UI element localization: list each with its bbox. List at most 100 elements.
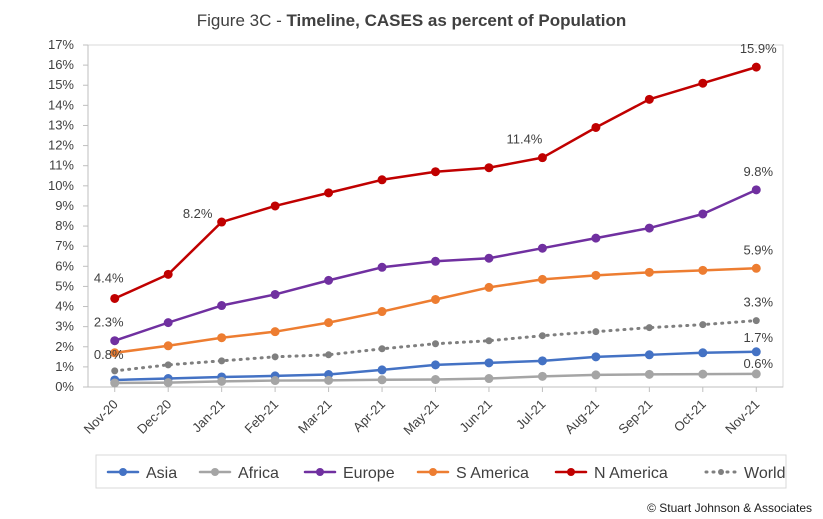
data-point [110,336,120,346]
data-point [698,78,708,88]
data-point [537,356,547,366]
data-point [751,263,761,273]
data-point [698,348,708,358]
data-point [324,275,334,285]
y-tick-label: 14% [48,97,74,112]
data-point [217,333,227,343]
data-point [644,223,654,233]
data-point [538,332,546,340]
legend-label: N America [594,465,668,482]
series-layer [110,62,761,388]
legend-item-europe: Europe [303,465,395,482]
data-point [163,269,173,279]
legend-label: Europe [343,465,395,482]
data-point [591,352,601,362]
data-point [591,233,601,243]
data-point [270,289,280,299]
y-tick-label: 17% [48,37,74,52]
data-point [377,365,387,375]
y-tick-label: 6% [55,258,74,273]
chart-title-prefix: Figure 3C - [197,11,287,30]
y-tick-label: 7% [55,238,74,253]
data-point [431,294,440,304]
legend-label: World [744,465,786,482]
data-point [484,282,494,292]
legend: Asia Africa Europe S America N America World [95,454,787,489]
legend-label: S America [456,465,529,482]
data-point [378,345,386,353]
data-point [164,361,172,369]
data-point [431,167,440,177]
series-n-america [110,62,761,303]
data-point [537,243,547,253]
y-tick-label: 0% [55,379,74,394]
data-label: 9.8% [743,164,773,179]
data-label: 0.8% [94,347,124,362]
data-point [592,328,600,336]
data-label: 0.6% [743,356,773,371]
data-point [644,369,654,379]
y-tick-label: 10% [48,178,74,193]
data-point [431,360,440,370]
data-label: 4.4% [94,270,124,285]
data-point [110,348,120,358]
data-point [271,353,279,361]
data-point [591,370,601,380]
data-point [270,376,280,386]
legend-label: Africa [238,465,279,482]
data-label: 1.7% [743,330,773,345]
data-point [698,209,708,219]
data-point [644,350,654,360]
data-label: 15.9% [740,41,777,56]
y-tick-label: 15% [48,77,74,92]
data-point [484,163,494,173]
legend-item-africa: Africa [198,465,279,482]
data-point [484,374,494,384]
data-point [270,201,280,211]
data-point [217,376,227,386]
data-point [163,378,173,388]
data-point [377,375,387,385]
data-point [751,185,761,195]
data-point [325,351,333,359]
data-point [110,293,120,303]
data-point [110,378,120,388]
data-point [484,253,494,263]
data-point [485,337,493,345]
data-point [377,262,387,272]
data-point [377,307,387,317]
data-point [431,256,440,266]
y-tick-label: 11% [49,158,74,173]
data-point [537,274,547,284]
legend-marker [211,468,219,476]
legend-marker [316,468,324,476]
data-point [270,327,280,337]
y-tick-label: 9% [55,198,74,213]
y-axis-ticks: 0% 1% 2% 3% 4% 5% 6% 7% 8% 9% 10% 11% 12% 13% 14% 15% 16… [48,37,88,394]
data-point [163,341,173,351]
credit-text: © Stuart Johnson & Associates [647,501,812,515]
series-world [111,317,760,375]
legend-item-world: World [704,465,786,482]
data-point [324,375,334,385]
data-point [111,367,119,375]
data-label-layer: 1.7% 0.6% 2.3% 9.8% 5.9% 4.4% 8.2% 11.4% 15.9% 0.… [94,41,777,371]
data-point [591,270,601,280]
data-point [217,217,227,227]
y-tick-label: 4% [55,299,74,314]
data-point [537,371,547,381]
data-point [644,267,654,277]
data-point [163,318,173,328]
legend-label: Asia [146,465,177,482]
data-point [591,122,601,132]
chart-title: Figure 3C - Timeline, CASES as percent o… [197,11,627,30]
data-point [644,94,654,104]
data-point [377,175,387,185]
legend-item-s-america: S America [416,465,529,482]
data-label: 2.3% [94,315,124,330]
series-europe [110,185,761,346]
legend-marker [567,468,575,476]
y-tick-label: 2% [55,339,74,354]
